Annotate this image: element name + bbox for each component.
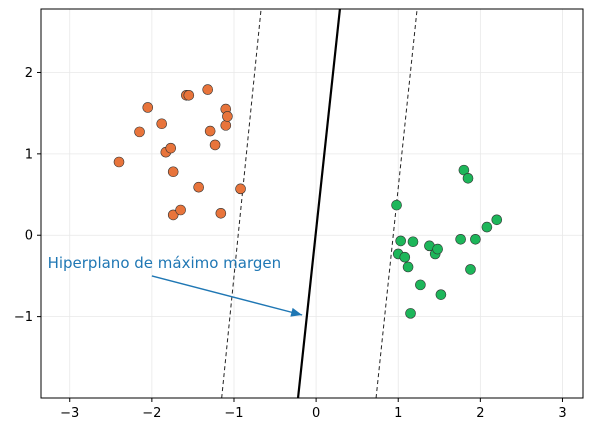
x-tick-label: −2 — [142, 406, 161, 421]
annotation: Hiperplano de máximo margen — [48, 254, 303, 317]
margin-line-left — [221, 9, 262, 398]
point-class-a — [204, 125, 216, 137]
point-class-b — [415, 279, 426, 291]
point-class-a — [142, 102, 154, 113]
point-class-a — [183, 89, 195, 101]
y-tick-label: 1 — [25, 147, 33, 162]
point-class-a — [167, 209, 179, 221]
point-class-b — [402, 261, 414, 273]
point-class-b — [407, 236, 419, 248]
x-tick-label: −1 — [224, 406, 243, 421]
point-class-a — [220, 120, 232, 131]
x-tick-label: 1 — [394, 406, 402, 421]
plot-frame — [40, 8, 584, 399]
point-class-a — [209, 139, 221, 151]
point-class-a — [175, 204, 186, 216]
margin-line-right — [375, 9, 418, 398]
point-class-a — [215, 207, 227, 219]
point-class-a — [193, 181, 204, 193]
point-class-b — [481, 221, 493, 233]
hyperplane-lines — [221, 9, 418, 398]
point-class-b — [470, 234, 481, 245]
point-class-a — [134, 126, 145, 138]
point-class-b — [435, 289, 447, 300]
point-class-b — [432, 243, 443, 255]
x-tick-label: 0 — [312, 406, 320, 421]
annotation-arrow-line — [151, 275, 303, 316]
point-class-a — [222, 111, 233, 122]
point-class-b — [391, 199, 402, 211]
data-points — [113, 84, 503, 319]
grid-lines — [41, 9, 583, 398]
point-class-a — [235, 183, 246, 195]
point-class-b — [455, 234, 466, 245]
point-class-b — [462, 172, 474, 184]
axis-ticks: −3 −2 −1 0 1 2 3 −1 0 1 2 — [14, 66, 567, 421]
y-tick-label: −1 — [14, 310, 33, 325]
annotation-label: Hiperplano de máximo margen — [48, 254, 282, 272]
y-tick-label: 0 — [25, 229, 33, 244]
y-tick-label: 2 — [25, 66, 33, 81]
annotation-arrow-head — [290, 307, 303, 317]
point-class-a — [113, 156, 125, 168]
point-class-a — [167, 166, 179, 178]
point-class-a — [156, 118, 168, 130]
x-tick-label: −3 — [60, 406, 79, 421]
point-class-a — [202, 84, 214, 95]
x-tick-label: 3 — [558, 406, 566, 421]
x-tick-label: 2 — [476, 406, 484, 421]
point-class-b — [399, 251, 411, 263]
point-class-b — [405, 308, 416, 319]
point-class-b — [491, 214, 503, 226]
hyperplane-line — [296, 9, 342, 398]
point-class-a — [165, 142, 177, 154]
point-class-b — [395, 235, 406, 247]
point-class-b — [465, 264, 476, 275]
